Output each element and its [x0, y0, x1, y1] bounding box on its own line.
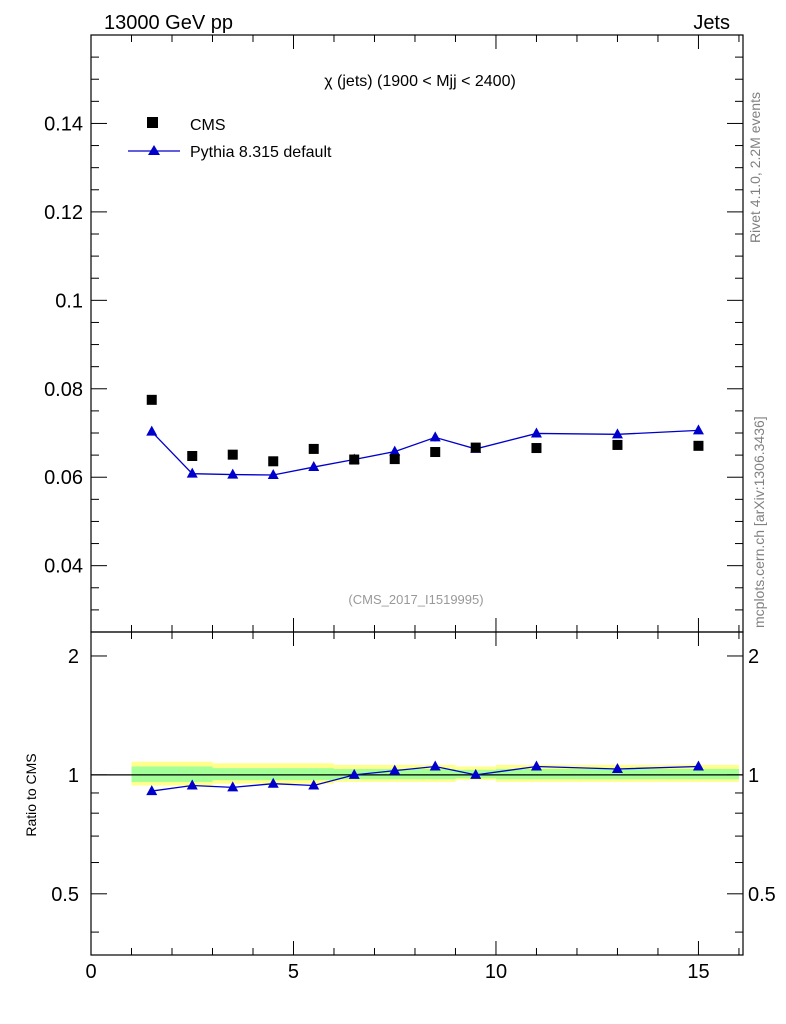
legend-cms-marker: [147, 117, 158, 128]
main-title: χ (jets) (1900 < Mjj < 2400): [324, 73, 516, 90]
mc-marker: [267, 469, 279, 480]
ratio-mc-marker: [308, 779, 320, 790]
ratio-mc-marker: [348, 768, 360, 779]
ratio-mc-marker: [429, 760, 441, 771]
ratio-band-inner: [212, 768, 253, 781]
y-tick-label: 0.06: [44, 467, 83, 489]
cms-data-point: [531, 443, 542, 454]
ratio-panel: Ratio to CMS 0 5 10 15 0.5 0.5 1 1 2 2: [23, 631, 776, 983]
mc-marker: [611, 428, 623, 439]
ratio-band-inner: [414, 768, 456, 780]
y-tick-label: 0.14: [44, 113, 83, 135]
y-tick-label: 0.04: [44, 556, 83, 578]
cms-data-point: [612, 439, 623, 450]
ratio-mc-marker: [692, 760, 704, 771]
x-tick-label: 10: [485, 961, 507, 983]
mc-marker: [389, 445, 401, 456]
ratio-band-inner: [171, 766, 213, 782]
legend-mc-label: Pythia 8.315 default: [190, 144, 332, 161]
ratio-y-tick-label-right: 1: [748, 765, 759, 787]
mc-marker: [227, 468, 239, 479]
mc-marker: [692, 424, 704, 435]
ratio-mc-line: [151, 765, 699, 792]
y-tick-label: 0.1: [55, 290, 83, 312]
cms-data-point: [430, 447, 441, 458]
ratio-band-inner: [657, 768, 739, 780]
ratio-band-inner: [131, 766, 172, 782]
x-tick-label: 5: [288, 961, 299, 983]
mc-series-line: [151, 429, 699, 476]
ratio-y-tick-label-right: 2: [748, 646, 759, 668]
ratio-frame: [90, 631, 744, 956]
mc-marker: [429, 431, 441, 442]
legend: CMS Pythia 8.315 default: [128, 117, 332, 161]
ratio-mc-marker: [389, 764, 401, 775]
analysis-watermark: (CMS_2017_I1519995): [348, 592, 483, 607]
ratio-mc-marker: [186, 779, 198, 790]
ratio-mc-marker: [611, 762, 623, 773]
y-tick-label: 0.12: [44, 202, 83, 224]
ratio-mc-marker: [267, 777, 279, 788]
cms-data-point: [187, 450, 198, 461]
cms-data-point: [693, 440, 704, 451]
ratio-y-tick-label: 2: [68, 646, 79, 668]
mc-marker: [146, 425, 158, 436]
header-left: 13000 GeV pp: [104, 12, 233, 34]
y-tick-label: 0.08: [44, 379, 83, 401]
main-panel: χ (jets) (1900 < Mjj < 2400) (CMS_2017_I…: [44, 34, 744, 633]
ratio-mc-marker: [227, 781, 239, 792]
ratio-y-tick-label: 0.5: [51, 884, 79, 906]
legend-mc-marker: [148, 145, 160, 155]
cms-data-point: [146, 394, 157, 405]
main-frame: [90, 34, 744, 633]
ratio-band-inner: [252, 768, 294, 781]
ratio-mc-marker: [470, 768, 482, 779]
cms-data-point: [470, 442, 481, 453]
x-tick-label: 15: [687, 961, 709, 983]
cms-data-point: [389, 454, 400, 465]
rivet-label: Rivet 4.1.0, 2.2M events: [747, 92, 763, 243]
x-tick-label: 0: [85, 961, 96, 983]
cms-data-point: [268, 456, 279, 467]
ratio-mc-marker: [530, 760, 542, 771]
legend-cms-label: CMS: [190, 117, 226, 134]
ratio-ylabel: Ratio to CMS: [23, 753, 39, 836]
cms-data-point: [227, 449, 238, 460]
ratio-mc-marker: [146, 785, 158, 796]
cms-data-point: [349, 454, 360, 465]
mcplots-label: mcplots.cern.ch [arXiv:1306.3436]: [751, 416, 767, 628]
mc-marker: [308, 461, 320, 472]
mc-marker: [186, 467, 198, 478]
header-right: Jets: [693, 12, 730, 34]
cms-data-point: [308, 443, 319, 454]
ratio-y-tick-label-right: 0.5: [748, 884, 776, 906]
ratio-band-inner: [495, 768, 577, 780]
ratio-band-inner: [576, 768, 658, 780]
ratio-y-tick-label: 1: [68, 765, 79, 787]
ratio-band-inner: [293, 768, 334, 781]
mc-marker: [530, 427, 542, 438]
